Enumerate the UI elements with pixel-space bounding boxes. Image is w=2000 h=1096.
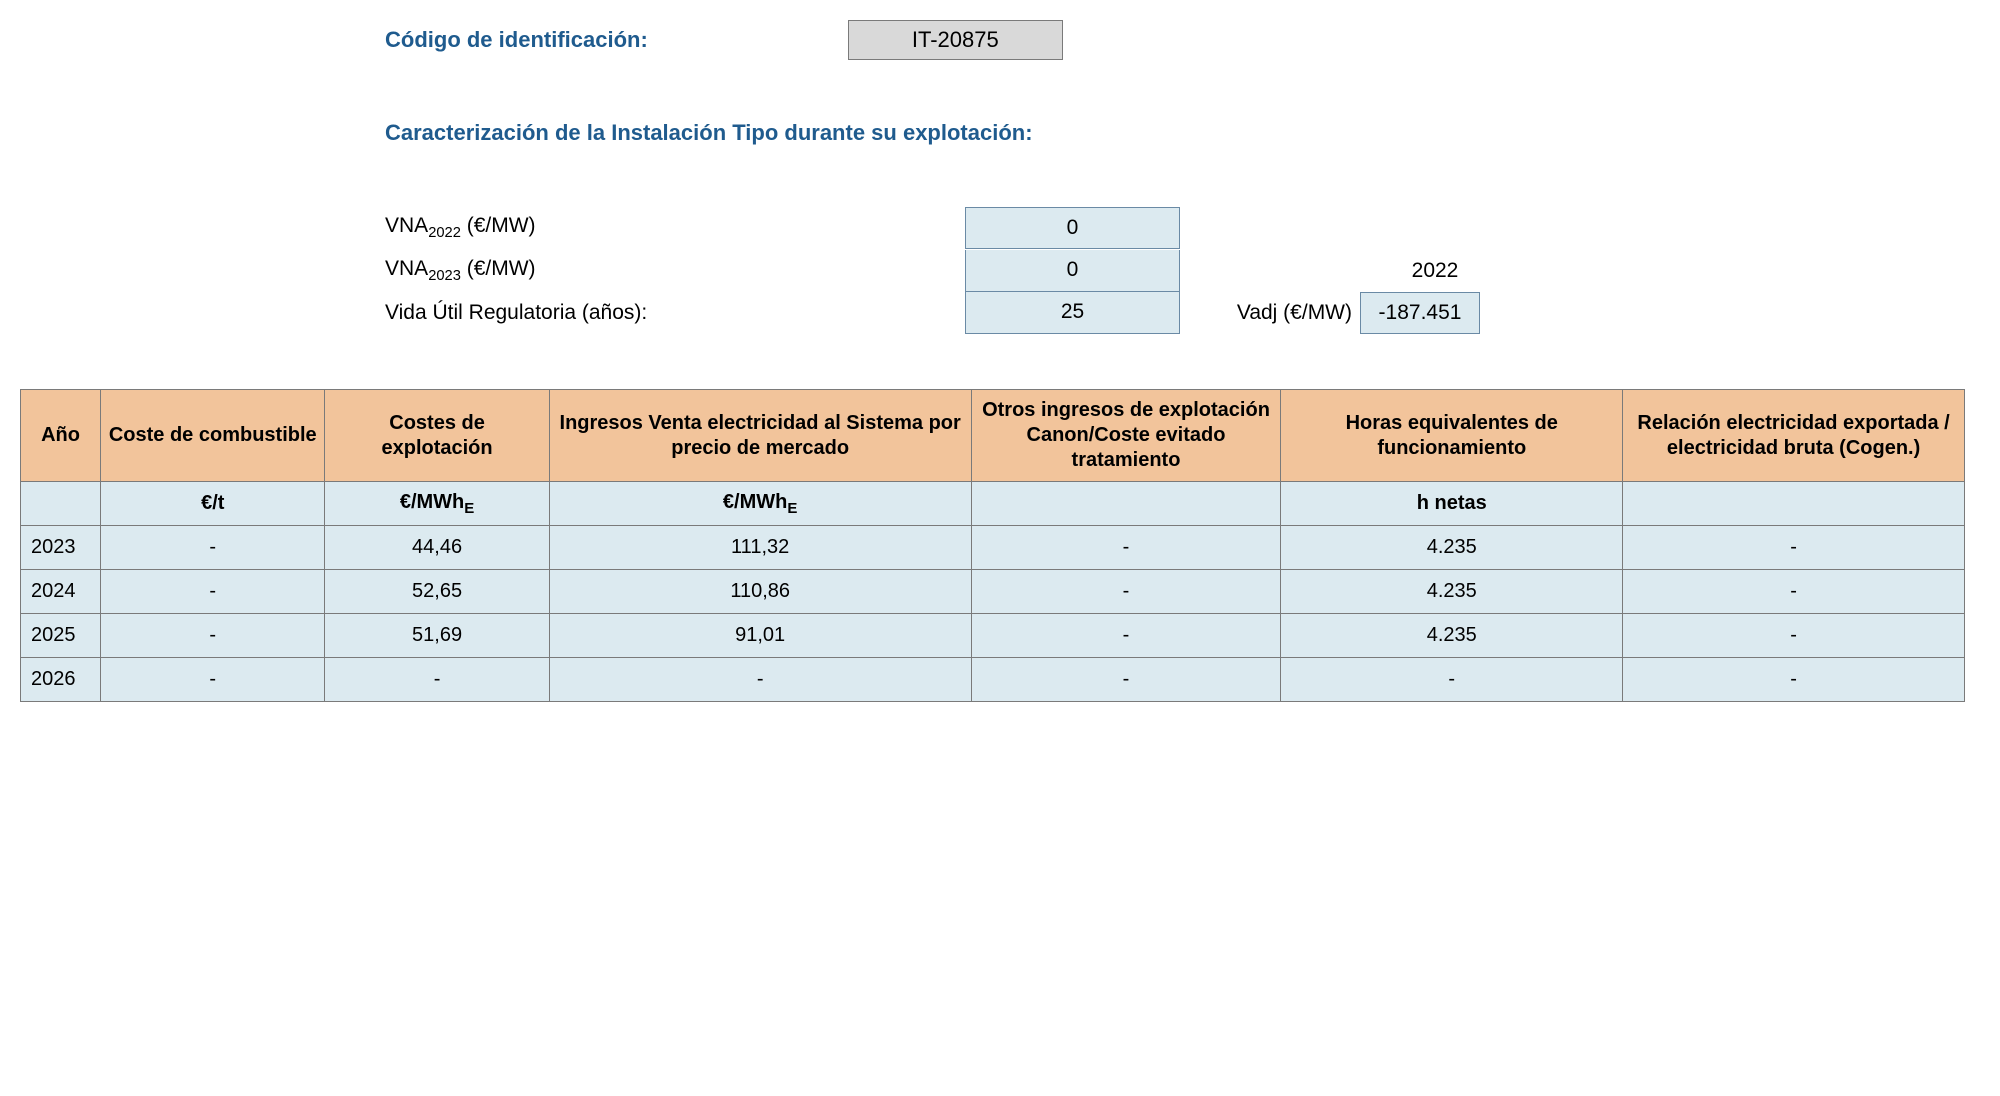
section-title: Caracterización de la Instalación Tipo d… xyxy=(385,120,1980,146)
identification-code-box: IT-20875 xyxy=(848,20,1063,60)
col-hours-header: Horas equivalentes de funcionamiento xyxy=(1281,390,1623,482)
cell-other: - xyxy=(971,526,1281,570)
cell-year: 2023 xyxy=(21,526,101,570)
vna2023-value-box: 0 xyxy=(965,250,1180,292)
vida-util-label: Vida Útil Regulatoria (años): xyxy=(385,293,965,333)
vna2022-subscript: 2022 xyxy=(428,225,461,241)
table-row: 2026 - - - - - - xyxy=(21,658,1965,702)
cell-other: - xyxy=(971,614,1281,658)
col-opex-header: Costes de explotación xyxy=(325,390,549,482)
vida-util-value-box: 25 xyxy=(965,292,1180,334)
table-body: €/t €/MWhE €/MWhE h netas 2023 - 44,46 1… xyxy=(21,482,1965,702)
cell-ratio: - xyxy=(1623,614,1965,658)
cell-income: 91,01 xyxy=(549,614,971,658)
col-other-header: Otros ingresos de explotación Canon/Cost… xyxy=(971,390,1281,482)
col-ratio-header: Relación electricidad exportada / electr… xyxy=(1623,390,1965,482)
unit-opex: €/MWhE xyxy=(325,482,549,526)
vadj-label: Vadj (€/MW) xyxy=(1180,301,1360,325)
cell-other: - xyxy=(971,658,1281,702)
cell-ratio: - xyxy=(1623,658,1965,702)
header-block: Código de identificación: IT-20875 Carac… xyxy=(385,20,1980,334)
cell-year: 2025 xyxy=(21,614,101,658)
table-header-row: Año Coste de combustible Costes de explo… xyxy=(21,390,1965,482)
cell-income: 111,32 xyxy=(549,526,971,570)
cell-income: - xyxy=(549,658,971,702)
page-root: Código de identificación: IT-20875 Carac… xyxy=(20,20,1980,702)
cell-ratio: - xyxy=(1623,526,1965,570)
cell-hours: 4.235 xyxy=(1281,526,1623,570)
unit-other xyxy=(971,482,1281,526)
vadj-value-box: -187.451 xyxy=(1360,292,1480,334)
table-row: 2023 - 44,46 111,32 - 4.235 - xyxy=(21,526,1965,570)
cell-hours: - xyxy=(1281,658,1623,702)
cell-ratio: - xyxy=(1623,570,1965,614)
cell-opex: - xyxy=(325,658,549,702)
cell-other: - xyxy=(971,570,1281,614)
parameter-grid: VNA2022 (€/MW) 0 VNA2023 (€/MW) 0 2022 V… xyxy=(385,206,1980,334)
col-fuel-header: Coste de combustible xyxy=(101,390,325,482)
vna2023-unit: (€/MW) xyxy=(461,257,536,280)
table-head: Año Coste de combustible Costes de explo… xyxy=(21,390,1965,482)
cell-fuel: - xyxy=(101,658,325,702)
right-year-label: 2022 xyxy=(1360,259,1510,283)
cell-year: 2024 xyxy=(21,570,101,614)
data-table: Año Coste de combustible Costes de explo… xyxy=(20,389,1965,702)
vna2023-label: VNA2023 (€/MW) xyxy=(385,249,965,292)
identification-row: Código de identificación: IT-20875 xyxy=(385,20,1980,60)
cell-opex: 51,69 xyxy=(325,614,549,658)
unit-hours: h netas xyxy=(1281,482,1623,526)
vna2022-value-box: 0 xyxy=(965,207,1180,249)
vna2022-prefix: VNA xyxy=(385,214,428,237)
units-row: €/t €/MWhE €/MWhE h netas xyxy=(21,482,1965,526)
cell-opex: 44,46 xyxy=(325,526,549,570)
vna2023-prefix: VNA xyxy=(385,257,428,280)
cell-income: 110,86 xyxy=(549,570,971,614)
table-row: 2024 - 52,65 110,86 - 4.235 - xyxy=(21,570,1965,614)
vna2022-label: VNA2022 (€/MW) xyxy=(385,206,965,249)
cell-fuel: - xyxy=(101,614,325,658)
cell-hours: 4.235 xyxy=(1281,614,1623,658)
identification-label: Código de identificación: xyxy=(385,27,648,53)
cell-year: 2026 xyxy=(21,658,101,702)
vna2023-subscript: 2023 xyxy=(428,268,461,284)
cell-opex: 52,65 xyxy=(325,570,549,614)
col-income-header: Ingresos Venta electricidad al Sistema p… xyxy=(549,390,971,482)
col-year-header: Año xyxy=(21,390,101,482)
cell-hours: 4.235 xyxy=(1281,570,1623,614)
unit-fuel: €/t xyxy=(101,482,325,526)
unit-year xyxy=(21,482,101,526)
cell-fuel: - xyxy=(101,570,325,614)
unit-income: €/MWhE xyxy=(549,482,971,526)
unit-ratio xyxy=(1623,482,1965,526)
cell-fuel: - xyxy=(101,526,325,570)
vna2022-unit: (€/MW) xyxy=(461,214,536,237)
table-row: 2025 - 51,69 91,01 - 4.235 - xyxy=(21,614,1965,658)
